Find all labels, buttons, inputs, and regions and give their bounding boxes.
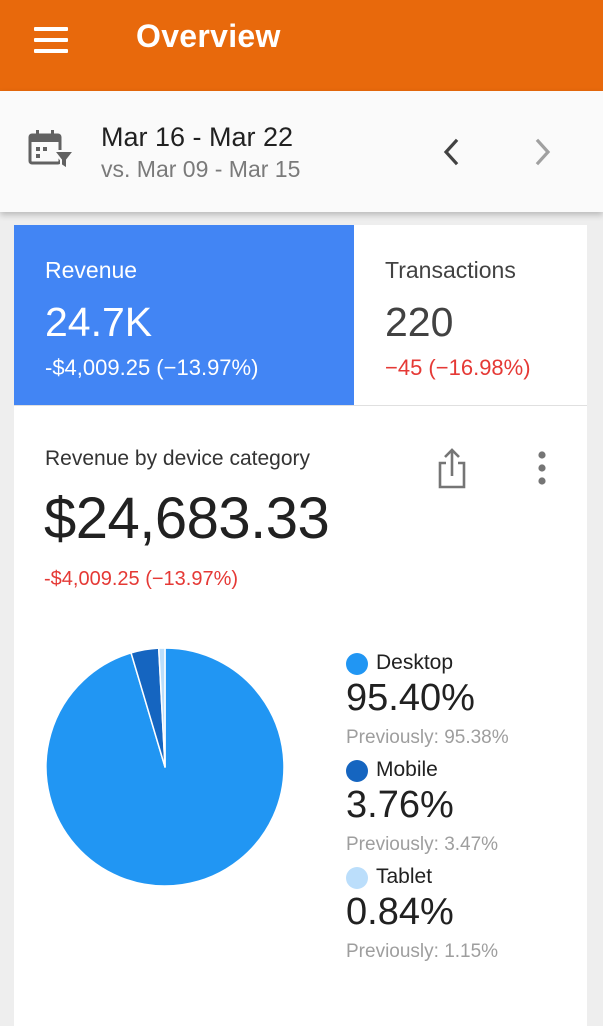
kpi-tile-revenue[interactable]: Revenue 24.7K -$4,009.25 (−13.97%) (14, 225, 354, 405)
more-vert-icon[interactable] (530, 450, 554, 486)
legend-previous: Previously: 3.47% (346, 834, 499, 855)
kpi-value: 220 (385, 299, 454, 345)
revenue-change: -$4,009.25 (−13.97%) (44, 568, 239, 590)
card-title: Revenue by device category (45, 447, 310, 470)
comparison-date-range[interactable]: vs. Mar 09 - Mar 15 (101, 156, 301, 182)
app-bar: Overview (0, 0, 603, 91)
kpi-row: Revenue 24.7K -$4,009.25 (−13.97%) Trans… (14, 225, 587, 406)
revenue-device-card: Revenue by device category $24,683.33 -$… (14, 406, 587, 1026)
legend-percent: 0.84% (346, 891, 454, 933)
kpi-label: Revenue (45, 257, 138, 283)
kpi-change: -$4,009.25 (−13.97%) (45, 355, 259, 380)
kpi-change: −45 (−16.98%) (385, 355, 531, 380)
legend-swatch (346, 653, 368, 675)
current-date-range[interactable]: Mar 16 - Mar 22 (101, 122, 294, 152)
calendar-filter-icon[interactable] (28, 129, 77, 173)
date-range-bar: Mar 16 - Mar 22 vs. Mar 09 - Mar 15 (0, 91, 603, 212)
legend-label: Tablet (376, 865, 433, 888)
legend-previous: Previously: 1.15% (346, 941, 499, 962)
kpi-value: 24.7K (45, 299, 153, 345)
legend-previous: Previously: 95.38% (346, 727, 509, 748)
kpi-label: Transactions (385, 257, 516, 283)
pie-slice-tablet[interactable] (157, 647, 166, 768)
hamburger-menu-icon[interactable] (34, 27, 70, 53)
legend-label: Mobile (376, 758, 438, 781)
share-icon[interactable] (434, 446, 470, 490)
legend-swatch (346, 760, 368, 782)
revenue-total: $24,683.33 (44, 486, 330, 551)
chevron-right-icon[interactable] (528, 135, 558, 169)
legend-label: Desktop (376, 651, 454, 674)
legend-percent: 3.76% (346, 784, 454, 826)
legend-swatch (346, 867, 368, 889)
chevron-left-icon[interactable] (436, 135, 466, 169)
legend-percent: 95.40% (346, 677, 475, 719)
page-title: Overview (136, 18, 281, 54)
kpi-tile-transactions[interactable]: Transactions 220 −45 (−16.98%) (354, 225, 587, 405)
device-pie-chart[interactable] (44, 646, 286, 888)
